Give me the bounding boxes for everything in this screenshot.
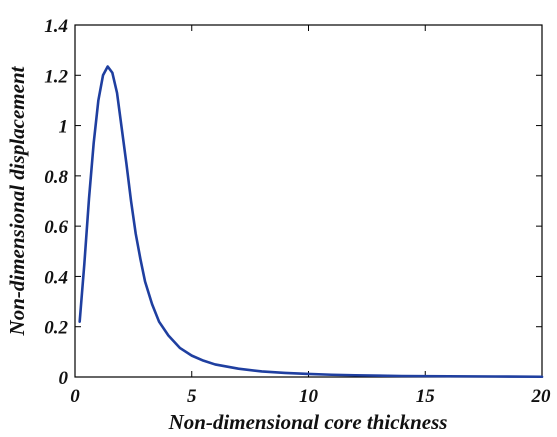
y-tick-label: 0.6 — [44, 217, 68, 238]
y-tick-label: 0.4 — [44, 267, 68, 288]
x-axis-label: Non-dimensional core thickness — [168, 410, 448, 434]
x-tick-label: 15 — [416, 386, 436, 407]
y-axis-label: Non-dimensional displacement — [5, 65, 29, 336]
x-tick-label: 0 — [70, 386, 80, 407]
x-tick-label: 5 — [187, 386, 197, 407]
y-tick-label: 1.4 — [44, 16, 68, 37]
x-tick-label: 20 — [531, 386, 552, 407]
y-tick-label: 0 — [59, 368, 69, 389]
y-tick-label: 0.8 — [44, 167, 68, 188]
plot-frame — [74, 24, 543, 378]
y-tick-label: 0.2 — [44, 318, 68, 339]
y-tick-label: 1.2 — [44, 66, 68, 87]
x-axis-ticks: 0 5 10 15 20 — [70, 25, 551, 407]
series-line — [78, 65, 544, 379]
y-axis-ticks: 0 0.2 0.4 0.6 0.8 1 1.2 1.4 — [44, 16, 542, 389]
y-tick-label: 1 — [59, 117, 69, 138]
x-tick-label: 10 — [299, 386, 319, 407]
